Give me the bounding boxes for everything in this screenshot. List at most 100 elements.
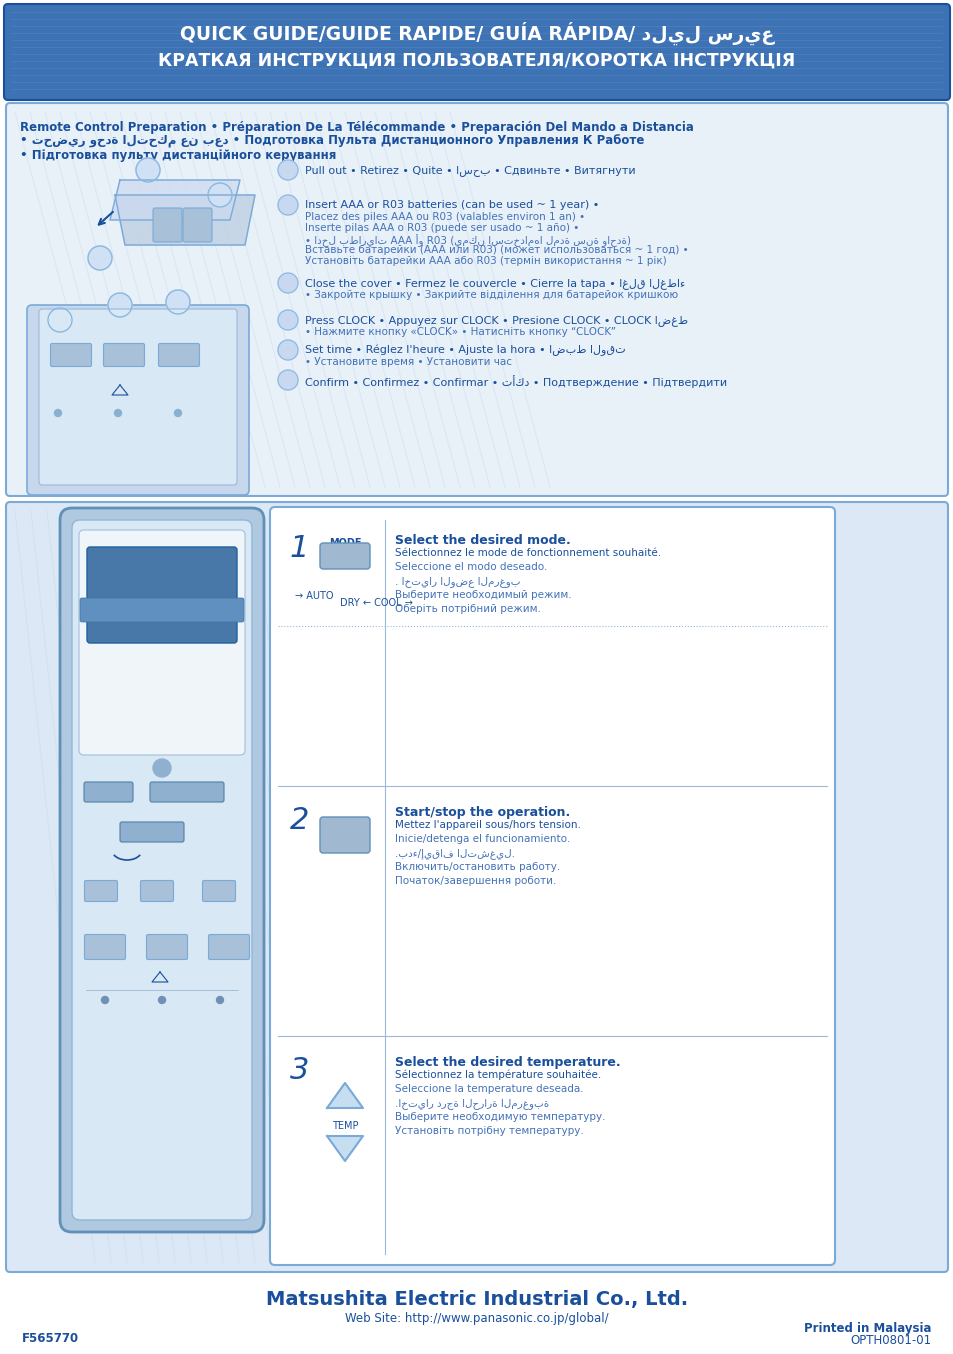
FancyBboxPatch shape — [147, 934, 188, 960]
Text: → AUTO: → AUTO — [294, 590, 334, 601]
Text: Press CLOCK • Appuyez sur CLOCK • Presione CLOCK • CLOCK اضغط: Press CLOCK • Appuyez sur CLOCK • Presio… — [305, 315, 687, 326]
Circle shape — [174, 409, 181, 417]
Text: КРАТКАЯ ИНСТРУКЦИЯ ПОЛЬЗОВАТЕЛЯ/КОРОТКА ІНСТРУКЦІЯ: КРАТКАЯ ИНСТРУКЦИЯ ПОЛЬЗОВАТЕЛЯ/КОРОТКА … — [158, 51, 795, 70]
Text: 3: 3 — [284, 278, 292, 287]
Text: Matsushita Electric Industrial Co., Ltd.: Matsushita Electric Industrial Co., Ltd. — [266, 1290, 687, 1309]
Text: 4: 4 — [284, 314, 292, 324]
FancyBboxPatch shape — [150, 783, 224, 802]
FancyBboxPatch shape — [103, 344, 144, 367]
FancyBboxPatch shape — [79, 529, 245, 756]
Text: Confirm • Confirmez • Confirmar • تأكد • Подтверждение • Підтвердити: Confirm • Confirmez • Confirmar • تأكد •… — [305, 375, 726, 389]
Text: • تحضير وحدة التحكم عن بعد • Подготовка Пульта Дистанционного Управления К Работ: • تحضير وحدة التحكم عن بعد • Подготовка … — [20, 135, 643, 149]
Text: SWING: SWING — [180, 630, 201, 635]
Text: CLOCK: CLOCK — [105, 420, 131, 429]
Text: Pull out • Retirez • Quite • اسحب • Сдвиньте • Витягнути: Pull out • Retirez • Quite • اسحب • Сдви… — [305, 165, 635, 176]
Text: TIMER: TIMER — [50, 330, 73, 338]
Text: 6: 6 — [284, 374, 292, 385]
Text: • Установите время • Установити час: • Установите время • Установити час — [305, 357, 512, 367]
Text: Set time • Réglez l'heure • Ajuste la hora • اضبط الوقت: Set time • Réglez l'heure • Ajuste la ho… — [305, 345, 625, 356]
FancyBboxPatch shape — [319, 816, 370, 853]
FancyBboxPatch shape — [158, 344, 199, 367]
Text: ◄►: ◄► — [88, 825, 103, 835]
Text: AUTO: AUTO — [110, 596, 130, 603]
Text: COOL: COOL — [110, 605, 130, 611]
Text: • Закройте крышку • Закрийте відділення для батарейок кришкою: • Закройте крышку • Закрийте відділення … — [305, 290, 678, 301]
Polygon shape — [327, 1136, 363, 1160]
Text: Включить/остановить работу.: Включить/остановить работу. — [395, 862, 559, 872]
Text: OPTH0801-01: OPTH0801-01 — [850, 1334, 931, 1347]
FancyBboxPatch shape — [319, 543, 370, 569]
Text: Выберите необходимый режим.: Выберите необходимый режим. — [395, 590, 571, 600]
FancyBboxPatch shape — [80, 598, 244, 621]
Circle shape — [277, 370, 297, 390]
FancyBboxPatch shape — [140, 880, 173, 902]
Text: RESET: RESET — [207, 1010, 233, 1020]
Text: SET: SET — [51, 420, 65, 429]
Text: e‑Ion: e‑Ion — [88, 760, 116, 770]
FancyBboxPatch shape — [183, 209, 212, 242]
Text: 3: 3 — [96, 250, 103, 261]
Text: QUICK GUIDE/GUIDE RAPIDE/ GUÍA RÁPIDA/ دليل سريع: QUICK GUIDE/GUIDE RAPIDE/ GUÍA RÁPIDA/ د… — [180, 22, 773, 45]
FancyBboxPatch shape — [4, 4, 949, 100]
Circle shape — [277, 195, 297, 215]
Text: 5: 5 — [284, 344, 292, 353]
Text: Web Site: http://www.panasonic.co.jp/global/: Web Site: http://www.panasonic.co.jp/glo… — [345, 1312, 608, 1326]
FancyBboxPatch shape — [6, 103, 947, 496]
FancyBboxPatch shape — [152, 209, 182, 242]
Text: Seleccione la temperature deseada.: Seleccione la temperature deseada. — [395, 1085, 583, 1094]
Text: 2: 2 — [284, 199, 292, 209]
Text: Mettez l'appareil sous/hors tension.: Mettez l'appareil sous/hors tension. — [395, 821, 580, 830]
Text: • ادخل بطاريات AAA أو R03 (يمكن استخدامها لمدة سنة واحدة): • ادخل بطاريات AAA أو R03 (يمكن استخدامه… — [305, 234, 630, 246]
Text: Select the desired mode.: Select the desired mode. — [395, 533, 570, 547]
Text: 4: 4 — [56, 313, 64, 324]
Text: RESET: RESET — [166, 420, 190, 429]
FancyBboxPatch shape — [270, 506, 834, 1265]
Text: Inicie/detenga el funcionamiento.: Inicie/detenga el funcionamiento. — [395, 834, 570, 844]
Text: 2: 2 — [121, 349, 127, 359]
FancyBboxPatch shape — [60, 508, 264, 1232]
Text: PATROL: PATROL — [196, 760, 235, 769]
Circle shape — [216, 997, 223, 1003]
Text: Printed in Malaysia: Printed in Malaysia — [803, 1322, 931, 1335]
Circle shape — [88, 246, 112, 269]
Text: Оберіть потрібний режим.: Оберіть потрібний режим. — [395, 604, 540, 613]
Circle shape — [54, 409, 61, 417]
Text: 27: 27 — [132, 594, 161, 615]
Circle shape — [277, 310, 297, 330]
Text: Початок/завершення роботи.: Початок/завершення роботи. — [395, 876, 556, 886]
Circle shape — [208, 183, 232, 207]
Text: 2: 2 — [216, 188, 223, 198]
Text: F565770: F565770 — [22, 1332, 79, 1345]
Text: 3: 3 — [290, 1056, 309, 1085]
Text: Выберите необходимую температуру.: Выберите необходимую температуру. — [395, 1112, 605, 1122]
Text: Start/stop the operation.: Start/stop the operation. — [395, 806, 570, 819]
Text: Insert AAA or R03 batteries (can be used ~ 1 year) •: Insert AAA or R03 batteries (can be used… — [305, 200, 598, 210]
Text: ▼: ▼ — [202, 825, 210, 835]
Text: • Нажмите кнопку «CLOCK» • Натисніть кнопку “CLOCK”: • Нажмите кнопку «CLOCK» • Натисніть кно… — [305, 328, 616, 337]
Text: 1: 1 — [144, 162, 152, 173]
Text: ON: ON — [50, 337, 62, 347]
Text: °C: °C — [160, 600, 168, 607]
Text: QUIET: QUIET — [86, 871, 112, 879]
FancyBboxPatch shape — [120, 822, 184, 842]
Text: AIR: AIR — [180, 623, 191, 628]
FancyBboxPatch shape — [6, 502, 947, 1271]
Circle shape — [158, 997, 165, 1003]
Circle shape — [114, 409, 121, 417]
Text: Panasonic: Panasonic — [127, 1030, 197, 1043]
Text: ON: ON — [86, 926, 97, 936]
Text: Placez des piles AAA ou R03 (valables environ 1 an) •: Placez des piles AAA ou R03 (valables en… — [305, 213, 584, 222]
Text: 1: 1 — [101, 942, 109, 953]
Text: CLOCK: CLOCK — [148, 1010, 176, 1020]
Polygon shape — [327, 1083, 363, 1108]
Text: Установіть батарейки AAA або R03 (термін використання ~ 1 рік): Установіть батарейки AAA або R03 (термін… — [305, 256, 666, 265]
FancyBboxPatch shape — [85, 934, 126, 960]
Text: SET: SET — [97, 1010, 112, 1020]
Text: 3: 3 — [175, 349, 182, 359]
Text: POWERFUL: POWERFUL — [202, 871, 250, 879]
Polygon shape — [115, 195, 254, 245]
Text: Seleccione el modo deseado.: Seleccione el modo deseado. — [395, 562, 547, 571]
Text: Close the cover • Fermez le couvercle • Cierre la tapa • اغلق الغطاء: Close the cover • Fermez le couvercle • … — [305, 278, 684, 288]
Text: 3: 3 — [225, 942, 233, 953]
Text: DRY: DRY — [110, 613, 124, 620]
